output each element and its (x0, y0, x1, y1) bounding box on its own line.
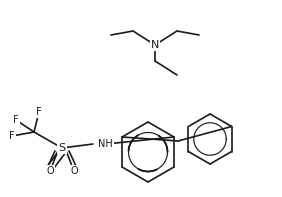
Text: O: O (70, 166, 78, 176)
Text: F: F (36, 107, 42, 117)
Text: F: F (13, 115, 19, 125)
Text: O: O (46, 166, 54, 176)
Text: S: S (58, 143, 65, 153)
Text: NH: NH (98, 139, 113, 149)
Text: F: F (9, 131, 15, 141)
Text: N: N (151, 40, 159, 50)
